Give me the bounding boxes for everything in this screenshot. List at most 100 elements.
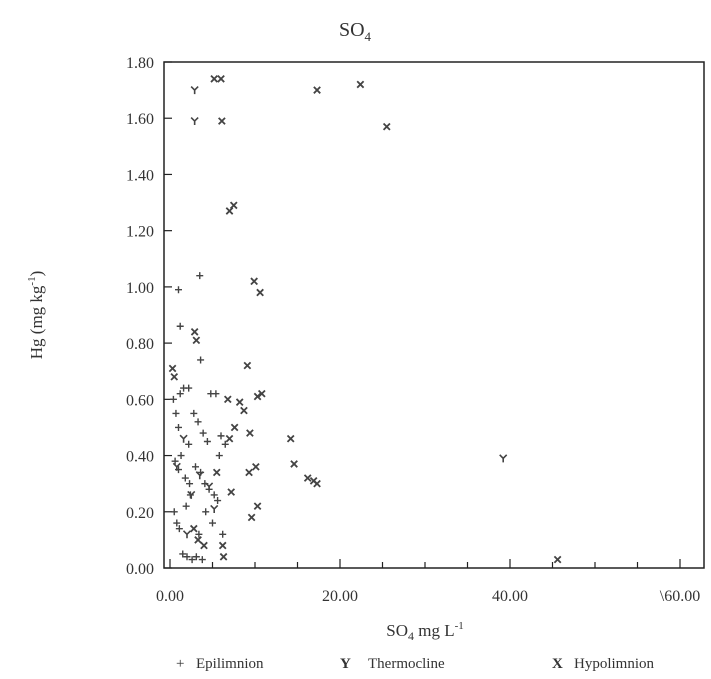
point-epilimnion bbox=[185, 384, 193, 392]
point-hypolimnion bbox=[313, 86, 321, 94]
y-tick-label: 1.40 bbox=[126, 167, 154, 184]
point-hypolimnion bbox=[257, 389, 266, 398]
point-epilimnion bbox=[194, 418, 202, 426]
x-axis-label-superscript: -1 bbox=[455, 620, 464, 632]
point-epilimnion bbox=[202, 508, 210, 516]
point-hypolimnion bbox=[190, 328, 199, 336]
point-epilimnion bbox=[175, 525, 183, 533]
point-hypolimnion bbox=[250, 277, 258, 286]
legend-symbol-hypolimnion: X bbox=[552, 656, 563, 672]
point-hypolimnion bbox=[246, 429, 254, 437]
point-epilimnion bbox=[172, 409, 180, 417]
chart-title-subscript: 4 bbox=[365, 29, 372, 44]
point-hypolimnion bbox=[168, 364, 177, 373]
point-hypolimnion bbox=[223, 395, 232, 404]
legend-label-thermocline: Thermocline bbox=[368, 656, 445, 672]
point-epilimnion bbox=[199, 429, 207, 437]
y-tick-label: 1.00 bbox=[126, 280, 154, 297]
point-hypolimnion bbox=[303, 474, 312, 482]
point-epilimnion bbox=[188, 556, 196, 564]
point-hypolimnion bbox=[194, 536, 202, 544]
point-epilimnion bbox=[198, 556, 206, 564]
point-epilimnion bbox=[210, 491, 218, 499]
point-hypolimnion bbox=[247, 513, 256, 522]
point-hypolimnion bbox=[200, 541, 208, 550]
point-hypolimnion bbox=[225, 207, 234, 215]
point-hypolimnion bbox=[170, 373, 179, 381]
point-hypolimnion bbox=[313, 479, 321, 488]
point-hypolimnion bbox=[290, 460, 298, 468]
point-epilimnion bbox=[182, 502, 190, 510]
point-hypolimnion bbox=[356, 80, 365, 89]
point-epilimnion bbox=[177, 452, 185, 460]
x-axis-label-units: mg L bbox=[414, 621, 455, 640]
point-hypolimnion bbox=[286, 434, 295, 443]
point-hypolimnion bbox=[382, 122, 391, 131]
point-thermocline bbox=[182, 530, 192, 539]
point-hypolimnion bbox=[227, 488, 236, 496]
point-hypolimnion bbox=[212, 468, 221, 477]
point-hypolimnion bbox=[245, 468, 253, 477]
point-thermocline bbox=[172, 462, 181, 471]
point-epilimnion bbox=[176, 390, 184, 398]
point-hypolimnion bbox=[217, 75, 225, 83]
y-axis-label-end: ) bbox=[27, 271, 46, 277]
chart-title: SO4 bbox=[339, 19, 372, 44]
y-tick-label: 1.60 bbox=[126, 111, 154, 128]
y-tick-label: 0.00 bbox=[126, 561, 154, 578]
legend: + Epilimnion Y Thermocline X Hypolimnion bbox=[176, 656, 655, 672]
point-hypolimnion bbox=[253, 502, 262, 510]
legend-label-epilimnion: Epilimnion bbox=[196, 656, 264, 672]
point-epilimnion bbox=[185, 440, 193, 448]
point-epilimnion bbox=[209, 519, 216, 527]
legend-symbol-epilimnion: + bbox=[176, 656, 184, 672]
point-epilimnion bbox=[186, 480, 194, 488]
point-epilimnion bbox=[217, 432, 225, 440]
x-axis-label-subscript: 4 bbox=[408, 629, 414, 643]
x-tick-label: 40.00 bbox=[492, 588, 528, 605]
point-thermocline bbox=[205, 482, 214, 491]
y-axis-label: Hg (mg kg-1) bbox=[26, 271, 46, 360]
legend-symbol-thermocline: Y bbox=[340, 656, 351, 672]
point-thermocline bbox=[190, 116, 199, 126]
point-epilimnion bbox=[190, 409, 198, 417]
point-hypolimnion bbox=[229, 201, 238, 210]
point-hypolimnion bbox=[189, 524, 198, 533]
point-epilimnion bbox=[179, 550, 187, 558]
point-hypolimnion bbox=[218, 117, 226, 125]
y-tick-label: 1.80 bbox=[126, 55, 154, 72]
y-tick-label: 0.60 bbox=[126, 392, 154, 409]
point-thermocline bbox=[210, 504, 219, 513]
point-epilimnion bbox=[197, 356, 205, 364]
point-epilimnion bbox=[176, 322, 184, 330]
point-epilimnion bbox=[192, 463, 199, 471]
y-tick-label: 0.20 bbox=[126, 505, 154, 522]
point-epilimnion bbox=[170, 508, 178, 516]
point-hypolimnion bbox=[253, 392, 262, 401]
plot-frame bbox=[163, 61, 705, 569]
y-tick-label: 1.20 bbox=[126, 224, 154, 241]
legend-label-hypolimnion: Hypolimnion bbox=[574, 656, 655, 672]
point-thermocline bbox=[195, 471, 204, 480]
point-hypolimnion bbox=[256, 288, 264, 297]
x-tick-label: 20.00 bbox=[322, 588, 358, 605]
point-epilimnion bbox=[221, 440, 229, 448]
point-thermocline bbox=[190, 86, 199, 95]
point-epilimnion bbox=[181, 474, 189, 482]
point-hypolimnion bbox=[192, 336, 201, 345]
point-hypolimnion bbox=[243, 361, 252, 370]
point-epilimnion bbox=[175, 286, 182, 294]
point-thermocline bbox=[179, 434, 188, 443]
point-epilimnion bbox=[219, 530, 227, 538]
y-tick-label: 0.80 bbox=[126, 336, 154, 353]
point-epilimnion bbox=[215, 452, 223, 460]
y-tick-label: 0.40 bbox=[126, 449, 154, 466]
point-hypolimnion bbox=[225, 434, 234, 443]
y-axis-label-superscript: -1 bbox=[26, 276, 38, 285]
x-tick-label: 0.00 bbox=[156, 588, 184, 605]
point-thermocline bbox=[499, 454, 508, 463]
point-hypolimnion bbox=[230, 423, 239, 432]
point-hypolimnion bbox=[219, 552, 228, 561]
point-epilimnion bbox=[175, 423, 182, 431]
